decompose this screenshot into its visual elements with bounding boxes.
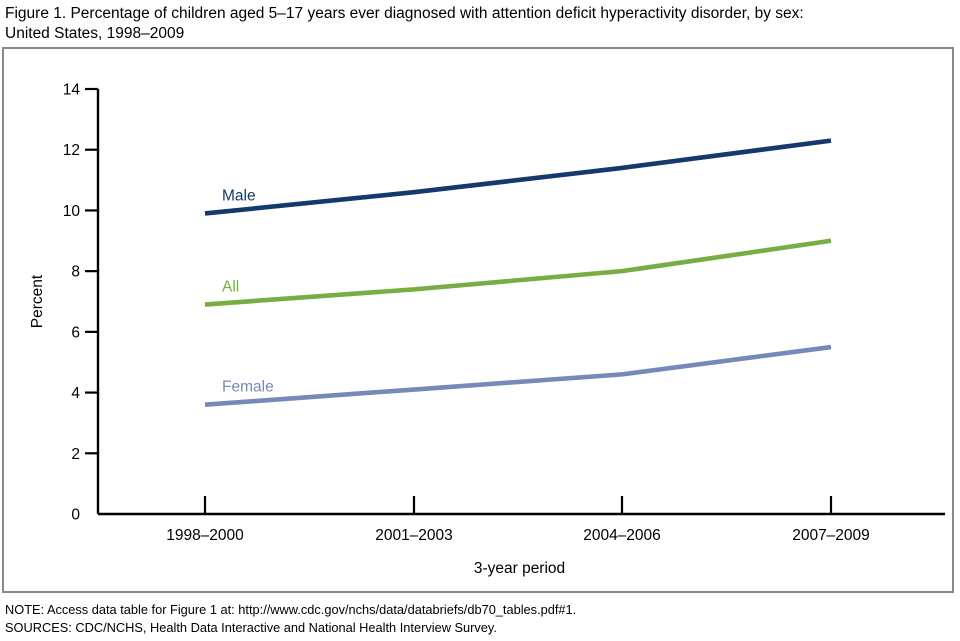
- y-tick-label: 4: [71, 385, 80, 402]
- series-line-all: [204, 238, 832, 307]
- x-tick-label: 2007–2009: [792, 527, 870, 544]
- sources-line: SOURCES: CDC/NCHS, Health Data Interacti…: [5, 619, 497, 635]
- y-tick-label: 2: [71, 446, 80, 463]
- y-tick-label: 14: [63, 82, 81, 99]
- series-label-male: Male: [222, 187, 256, 204]
- series-line-female: [204, 344, 832, 408]
- figure-title-line1: Figure 1. Percentage of children aged 5–…: [5, 5, 804, 22]
- y-axis-title: Percent: [29, 274, 46, 328]
- y-tick-label: 8: [71, 264, 80, 281]
- note-line: NOTE: Access data table for Figure 1 at:…: [5, 602, 577, 617]
- y-tick-label: 6: [71, 324, 80, 341]
- footnotes: NOTE: Access data table for Figure 1 at:…: [5, 601, 955, 637]
- x-axis-title: 3-year period: [474, 560, 565, 577]
- figure-title-line2: United States, 1998–2009: [5, 25, 185, 43]
- line-chart: 0 2 4 6 8 10 12 14 1998–2000 2001–2003 2004–2006 20…: [29, 82, 945, 577]
- series-label-all: All: [222, 279, 239, 296]
- y-tick-label: 10: [63, 203, 81, 220]
- series-label-female: Female: [222, 379, 274, 396]
- chart-frame: 0 2 4 6 8 10 12 14 1998–2000 2001–2003 2004–2006 20…: [2, 47, 954, 593]
- y-tick-label: 12: [63, 142, 80, 159]
- figure-title: Figure 1. Percentage of children aged 5–…: [5, 4, 955, 45]
- y-tick-label: 0: [71, 507, 80, 524]
- series-line-male: [204, 138, 832, 216]
- x-tick-label: 1998–2000: [166, 527, 244, 544]
- x-tick-label: 2001–2003: [375, 527, 453, 544]
- x-tick-label: 2004–2006: [583, 527, 661, 544]
